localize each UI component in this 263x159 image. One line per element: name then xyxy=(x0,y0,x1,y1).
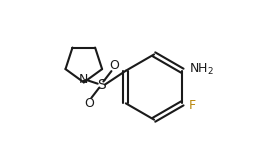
Text: F: F xyxy=(189,99,196,111)
Text: S: S xyxy=(97,78,106,92)
Text: O: O xyxy=(109,59,119,72)
Text: N: N xyxy=(78,73,88,86)
Text: NH$_2$: NH$_2$ xyxy=(189,62,214,77)
Text: O: O xyxy=(84,97,94,110)
